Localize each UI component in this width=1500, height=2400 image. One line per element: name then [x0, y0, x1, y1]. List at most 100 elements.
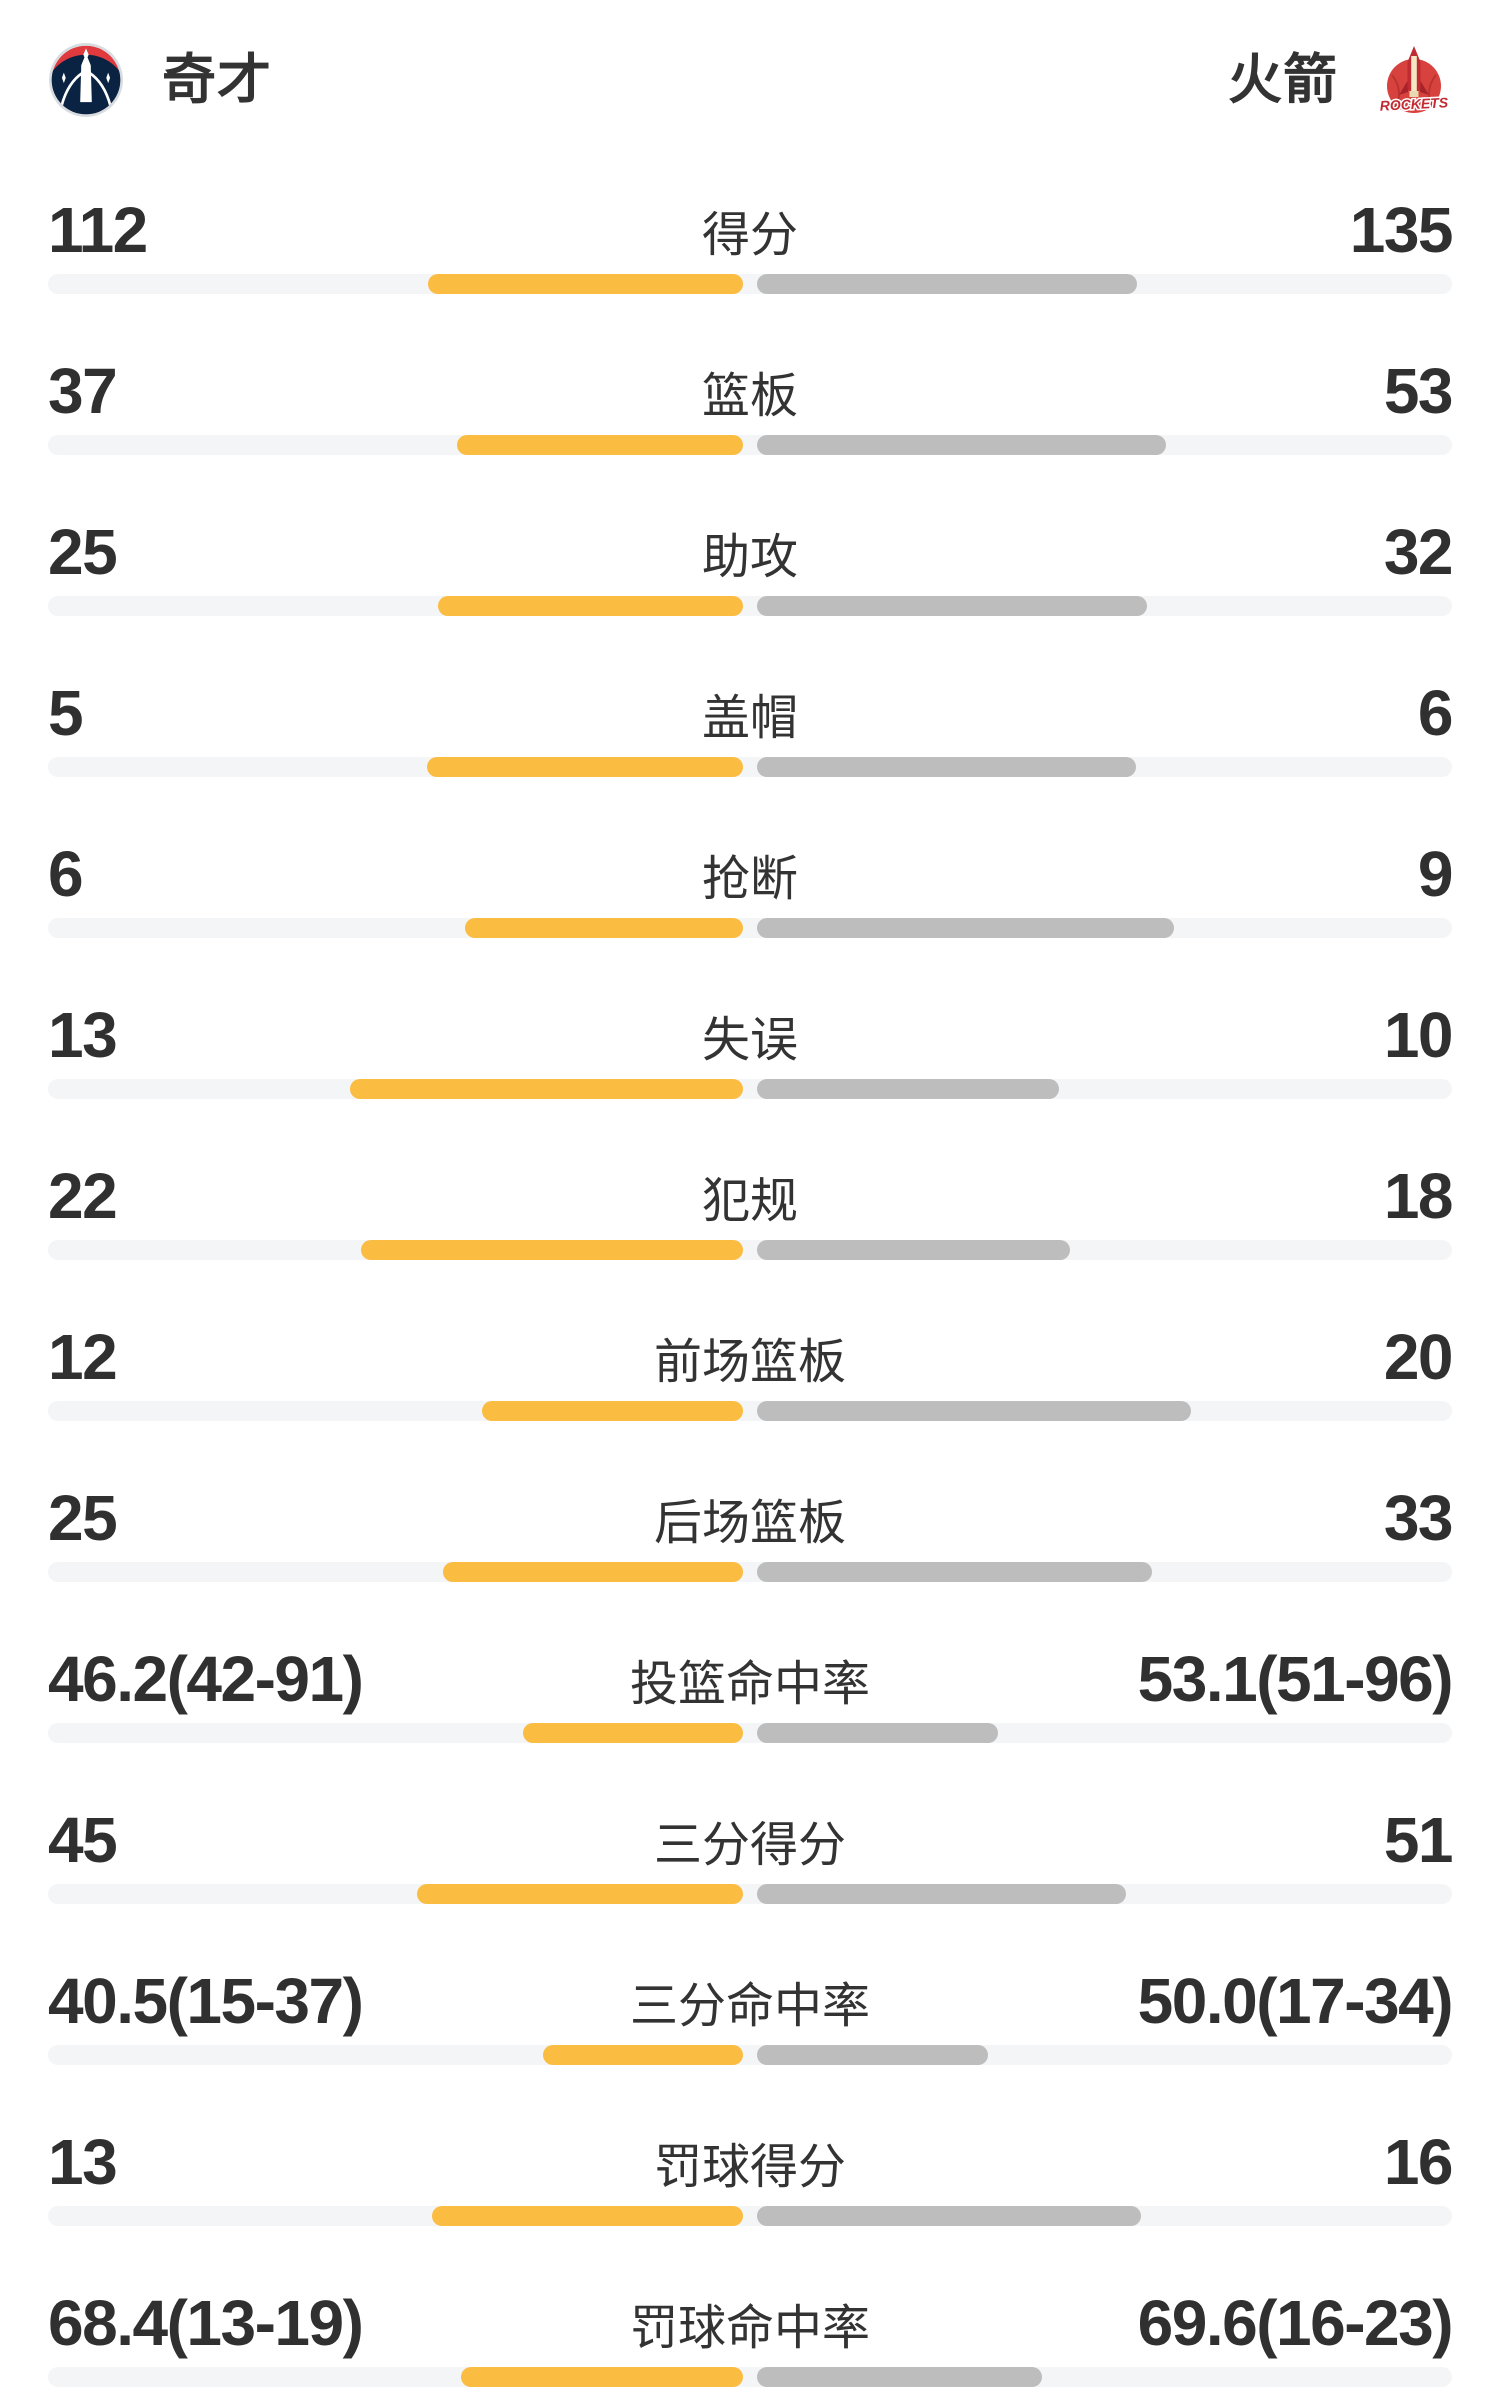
right-bar-half — [757, 2206, 1452, 2226]
stat-row: 6 抢断 9 — [48, 838, 1454, 999]
stat-label: 后场篮板 — [653, 1497, 847, 1550]
right-bar — [757, 1562, 1153, 1582]
left-bar-half — [48, 2045, 743, 2065]
right-bar — [757, 757, 1136, 777]
left-bar — [431, 2206, 743, 2226]
right-value: 10 — [1383, 999, 1454, 1071]
right-bar-half — [757, 435, 1452, 455]
left-value: 6 — [48, 838, 84, 910]
left-bar — [460, 2367, 743, 2387]
stats-list: 112 得分 135 37 篮板 53 — [48, 194, 1454, 2400]
team-right[interactable]: 火箭 ROCKETS — [1228, 38, 1452, 122]
stat-bar-track — [48, 1079, 1452, 1099]
header: 奇才 火箭 ROCKETS — [48, 38, 1452, 122]
right-bar — [757, 1723, 999, 1743]
left-bar-half — [48, 757, 743, 777]
team-name-right: 火箭 — [1228, 50, 1338, 110]
stat-label: 三分命中率 — [629, 1980, 871, 2033]
rockets-logo: ROCKETS — [1378, 46, 1451, 115]
right-value: 33 — [1383, 1482, 1454, 1554]
left-value: 12 — [48, 1321, 118, 1393]
right-bar — [757, 918, 1174, 938]
left-value: 5 — [48, 677, 84, 749]
left-value: 68.4(13-19) — [48, 2287, 364, 2359]
stat-row-text: 13 罚球得分 16 — [48, 2126, 1454, 2198]
stat-row: 112 得分 135 — [48, 194, 1454, 355]
left-bar — [417, 1884, 743, 1904]
left-bar — [443, 1562, 743, 1582]
right-bar-half — [757, 1401, 1452, 1421]
stat-row: 13 罚球得分 16 — [48, 2126, 1454, 2287]
stat-row: 37 篮板 53 — [48, 355, 1454, 516]
stat-bar-track — [48, 274, 1452, 294]
stat-row: 12 前场篮板 20 — [48, 1321, 1454, 1482]
stat-label: 抢断 — [701, 853, 799, 906]
right-bar — [757, 596, 1147, 616]
stat-bar-track — [48, 918, 1452, 938]
stat-row-text: 5 盖帽 6 — [48, 677, 1454, 749]
stat-row-text: 12 前场篮板 20 — [48, 1321, 1454, 1393]
left-bar-half — [48, 1723, 743, 1743]
right-bar-half — [757, 1723, 1452, 1743]
right-value: 50.0(17-34) — [1137, 1965, 1454, 2037]
right-value: 53 — [1383, 355, 1454, 427]
stat-row: 46.2(42-91) 投篮命中率 53.1(51-96) — [48, 1643, 1454, 1804]
right-bar — [757, 1079, 1060, 1099]
left-bar-half — [48, 596, 743, 616]
left-bar-half — [48, 1240, 743, 1260]
right-bar — [757, 2206, 1141, 2226]
stat-row-text: 45 三分得分 51 — [48, 1804, 1454, 1876]
stat-label: 篮板 — [701, 370, 799, 423]
left-bar-half — [48, 2206, 743, 2226]
stat-label: 三分得分 — [653, 1819, 847, 1872]
right-value: 9 — [1417, 838, 1454, 910]
stat-label: 盖帽 — [701, 692, 799, 745]
stat-bar-track — [48, 1723, 1452, 1743]
left-bar — [542, 2045, 743, 2065]
stat-row-text: 37 篮板 53 — [48, 355, 1454, 427]
left-bar — [523, 1723, 743, 1743]
stat-row: 5 盖帽 6 — [48, 677, 1454, 838]
stat-row-text: 25 助攻 32 — [48, 516, 1454, 588]
stat-row-text: 46.2(42-91) 投篮命中率 53.1(51-96) — [48, 1643, 1454, 1715]
stat-bar-track — [48, 1562, 1452, 1582]
stat-row-text: 22 犯规 18 — [48, 1160, 1454, 1232]
left-bar — [360, 1240, 743, 1260]
left-bar-half — [48, 274, 743, 294]
stat-bar-track — [48, 1240, 1452, 1260]
left-bar-half — [48, 1884, 743, 1904]
left-bar — [350, 1079, 743, 1099]
stat-row-text: 68.4(13-19) 罚球命中率 69.6(16-23) — [48, 2287, 1454, 2359]
left-value: 40.5(15-37) — [48, 1965, 364, 2037]
stat-bar-track — [48, 2206, 1452, 2226]
stat-row-text: 25 后场篮板 33 — [48, 1482, 1454, 1554]
stat-bar-track — [48, 2367, 1452, 2387]
stat-bar-track — [48, 435, 1452, 455]
left-value: 13 — [48, 2126, 118, 2198]
left-bar-half — [48, 1401, 743, 1421]
stat-row-text: 6 抢断 9 — [48, 838, 1454, 910]
team-left[interactable]: 奇才 — [48, 38, 272, 122]
left-value: 45 — [48, 1804, 118, 1876]
right-bar-half — [757, 2367, 1452, 2387]
stat-label: 失误 — [701, 1014, 799, 1067]
left-value: 112 — [48, 194, 148, 266]
stat-row: 13 失误 10 — [48, 999, 1454, 1160]
stat-label: 助攻 — [701, 531, 799, 584]
left-bar-half — [48, 1562, 743, 1582]
left-bar-half — [48, 1079, 743, 1099]
stat-label: 得分 — [701, 209, 799, 262]
right-bar-half — [757, 596, 1452, 616]
right-value: 32 — [1383, 516, 1454, 588]
stat-row: 68.4(13-19) 罚球命中率 69.6(16-23) — [48, 2287, 1454, 2400]
stat-row: 25 后场篮板 33 — [48, 1482, 1454, 1643]
right-value: 16 — [1383, 2126, 1454, 2198]
right-value: 18 — [1383, 1160, 1454, 1232]
stat-row: 45 三分得分 51 — [48, 1804, 1454, 1965]
wizards-logo — [49, 43, 123, 117]
stat-row: 25 助攻 32 — [48, 516, 1454, 677]
stat-row-text: 13 失误 10 — [48, 999, 1454, 1071]
right-bar-half — [757, 1079, 1452, 1099]
stat-label: 罚球得分 — [653, 2141, 847, 2194]
